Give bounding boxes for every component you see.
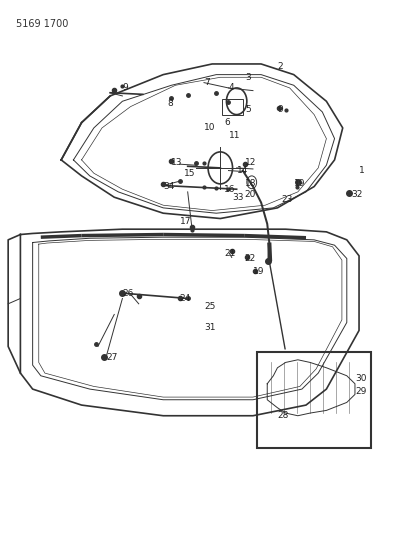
- Text: 8: 8: [167, 100, 173, 108]
- Text: 7: 7: [204, 78, 210, 87]
- Text: 32: 32: [351, 190, 362, 199]
- Text: 28: 28: [277, 411, 289, 420]
- Text: 9: 9: [122, 84, 128, 92]
- Text: 34: 34: [163, 182, 175, 191]
- Text: 33: 33: [233, 193, 244, 201]
- Text: 25: 25: [204, 302, 215, 311]
- Text: 31: 31: [204, 324, 215, 332]
- Text: 21: 21: [224, 249, 236, 257]
- Text: 17: 17: [180, 217, 191, 225]
- Bar: [257, 352, 371, 448]
- Text: 13: 13: [171, 158, 183, 167]
- Text: 18: 18: [245, 180, 256, 188]
- Text: 27: 27: [106, 353, 118, 361]
- Bar: [222, 99, 243, 115]
- Text: 2: 2: [277, 62, 283, 71]
- Text: 12: 12: [245, 158, 256, 167]
- Text: 15: 15: [184, 169, 195, 177]
- Text: 10: 10: [204, 124, 215, 132]
- Text: 5: 5: [245, 105, 251, 114]
- Text: 16: 16: [224, 185, 236, 193]
- Text: 1: 1: [359, 166, 365, 175]
- Text: 4: 4: [228, 84, 234, 92]
- Text: 5169 1700: 5169 1700: [16, 19, 69, 29]
- Text: 22: 22: [245, 254, 256, 263]
- Text: 14: 14: [237, 166, 248, 175]
- Text: 23: 23: [282, 196, 293, 204]
- Text: 24: 24: [180, 294, 191, 303]
- Text: 3: 3: [245, 73, 251, 82]
- Text: 11: 11: [228, 132, 240, 140]
- Text: 26: 26: [122, 289, 134, 297]
- Text: 6: 6: [224, 118, 230, 127]
- Text: 30: 30: [355, 374, 366, 383]
- Text: 9: 9: [277, 105, 283, 114]
- Text: 19: 19: [253, 268, 264, 276]
- Text: 29: 29: [355, 387, 366, 396]
- Text: 20: 20: [245, 190, 256, 199]
- Text: 19: 19: [294, 180, 305, 188]
